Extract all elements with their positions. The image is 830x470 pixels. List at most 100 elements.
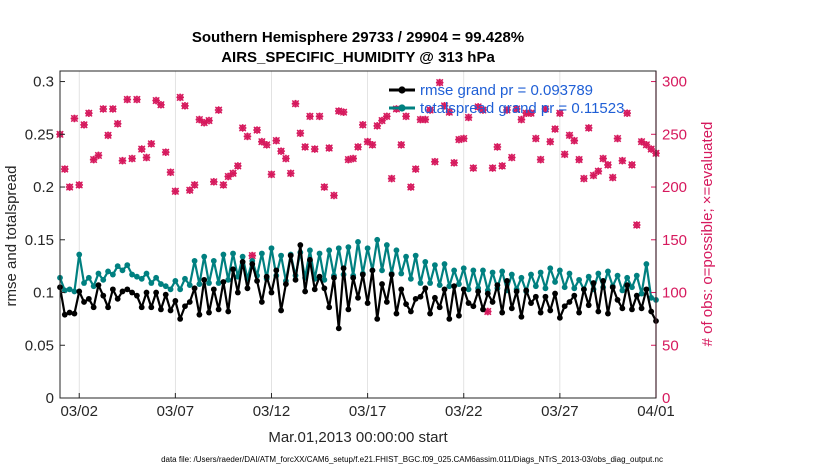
rmse-point (230, 266, 236, 273)
totalspread-point (258, 250, 265, 257)
rmse-point (100, 292, 107, 299)
rmse-point (600, 278, 607, 284)
y2-tick-label: 50 (662, 337, 679, 354)
totalspread-point (648, 294, 655, 301)
totalspread-point (321, 276, 328, 283)
rmse-point (432, 294, 438, 301)
obs-evaluated-point (243, 132, 252, 141)
totalspread-point (335, 245, 342, 252)
obs-evaluated-point (608, 173, 617, 182)
obs-evaluated-point (421, 115, 430, 124)
totalspread-point (158, 281, 164, 287)
totalspread-point (364, 245, 371, 252)
rmse-point (427, 310, 433, 317)
rmse-point (239, 259, 246, 265)
obs-evaluated-point (113, 119, 122, 128)
rmse-point (129, 289, 135, 296)
totalspread-point (191, 257, 198, 264)
rmse-point (629, 306, 635, 313)
obs-evaluated-point (536, 155, 545, 164)
totalspread-point (206, 280, 212, 286)
obs-evaluated-point (445, 108, 454, 116)
obs-evaluated-point (508, 153, 516, 162)
totalspread-point (552, 279, 558, 285)
totalspread-point (460, 265, 467, 272)
obs-evaluated-point (431, 157, 439, 166)
totalspread-point (124, 262, 131, 268)
totalspread-series (57, 236, 659, 303)
obs-evaluated-point (94, 151, 103, 160)
rmse-point (138, 304, 145, 311)
rmse-series (57, 242, 659, 332)
obs-evaluated-point (546, 137, 555, 146)
totalspread-point (119, 267, 126, 274)
obs-evaluated-point (440, 102, 449, 110)
totalspread-point (441, 261, 448, 267)
rmse-point (119, 288, 126, 295)
totalspread-point (585, 273, 592, 280)
y2-tick-label: 0 (662, 390, 670, 407)
rmse-point (81, 299, 87, 305)
axes-box (59, 70, 657, 399)
rmse-point (196, 311, 203, 318)
rmse-point (340, 265, 347, 272)
obs-evaluated-point (580, 174, 588, 183)
rmse-point (355, 294, 361, 301)
obs-evaluated-point (181, 102, 189, 110)
rmse-point (162, 291, 169, 298)
rmse-point (542, 293, 549, 300)
totalspread-point (470, 267, 477, 274)
obs-evaluated-point (166, 168, 175, 177)
rmse-point (273, 267, 280, 274)
legend-spread-marker (398, 104, 406, 112)
obs-evaluated-point (570, 136, 579, 145)
totalspread-point (66, 286, 73, 293)
obs-evaluated-point (397, 141, 406, 149)
rmse-point (177, 315, 184, 322)
rmse-point (561, 303, 568, 310)
obs-evaluated-point (383, 112, 391, 121)
obs-evaluated-point (469, 164, 478, 172)
y-tick-label: 0.2 (33, 179, 54, 196)
obs-evaluated-point (85, 109, 93, 117)
rmse-point (167, 307, 174, 314)
obs-evaluated-point (551, 125, 559, 133)
rmse-point (523, 287, 530, 294)
rmse-point (532, 293, 539, 300)
totalspread-point (614, 272, 621, 279)
totalspread-point (547, 265, 554, 272)
rmse-point (283, 281, 289, 287)
totalspread-point (230, 250, 236, 257)
rmse-point (412, 295, 419, 302)
totalspread-point (643, 261, 650, 267)
obs-evaluated-point (464, 113, 473, 122)
obs-evaluated-point (339, 108, 348, 116)
rmse-point (254, 278, 260, 284)
totalspread-point (427, 280, 433, 286)
totalspread-point (542, 285, 549, 292)
obs-evaluated-point (277, 147, 285, 155)
totalspread-point (456, 281, 462, 287)
x-tick-label: 03/22 (445, 403, 483, 420)
totalspread-point (422, 259, 429, 265)
obs-evaluated-point (65, 183, 74, 191)
obs-evaluated-point (527, 109, 535, 117)
rmse-point (263, 273, 270, 280)
rmse-point (114, 295, 121, 302)
obs-evaluated-point (229, 169, 237, 178)
obs-evaluated-point (123, 95, 132, 104)
totalspread-point (398, 270, 405, 277)
y2-tick-label: 250 (662, 126, 687, 143)
rmse-point (220, 279, 227, 285)
y2-tick-label: 150 (662, 232, 687, 249)
rmse-point (614, 297, 621, 303)
y2-axis-label: # of obs: o=possible; ×=evaluated (699, 122, 716, 347)
rmse-point (182, 303, 188, 310)
obs-evaluated-point (75, 181, 84, 189)
obs-evaluated-point (282, 154, 290, 163)
totalspread-point (432, 262, 438, 268)
obs-evaluated-point (330, 191, 338, 200)
totalspread-point (153, 274, 160, 281)
axes-frame (59, 70, 657, 399)
rmse-point (393, 310, 400, 317)
